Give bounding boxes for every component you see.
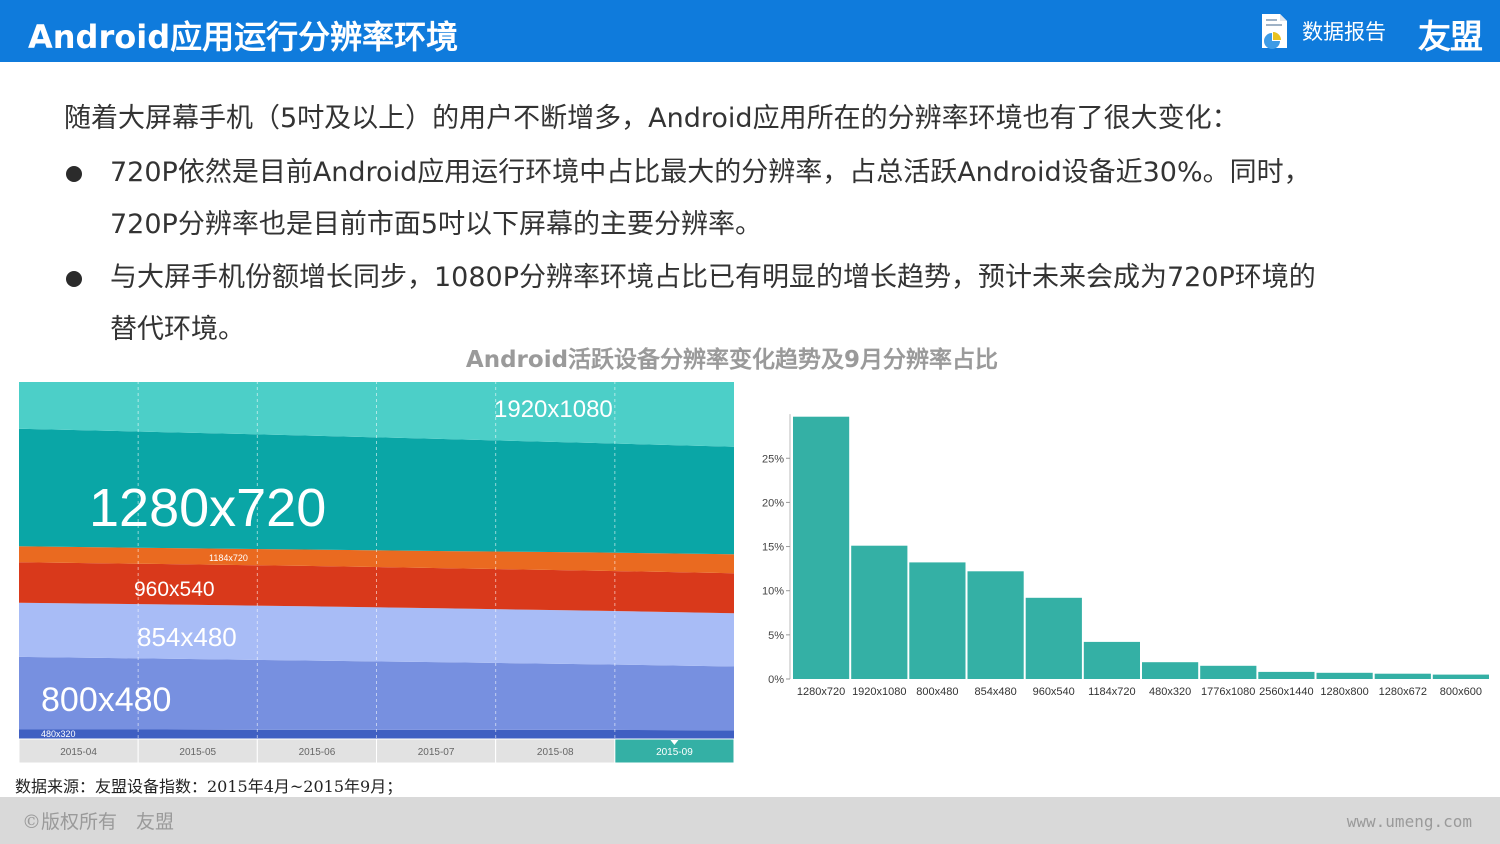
area-series-1184x720: [19, 546, 734, 574]
bar-1280x800[interactable]: [1316, 672, 1373, 679]
bar-1280x672[interactable]: [1374, 673, 1431, 679]
page-title: Android应用运行分辨率环境: [28, 18, 459, 56]
bar-960x540[interactable]: [1025, 597, 1082, 679]
data-source-note: 数据来源：友盟设备指数：2015年4月~2015年9月；: [15, 777, 403, 796]
area-label-960x540: 960x540: [134, 578, 215, 601]
timeline-tick-label: 2015-08: [537, 747, 574, 758]
bar-854x480[interactable]: [967, 571, 1024, 679]
bar-800x480[interactable]: [909, 562, 966, 679]
bullet-line: 替代环境。: [110, 314, 245, 345]
bullet-dot-icon: [66, 271, 82, 287]
timeline-cell[interactable]: [495, 738, 616, 764]
bar-y-tick-label: 20%: [762, 497, 784, 509]
bar-x-tick-label: 800x600: [1440, 686, 1482, 698]
bar-chart-container: 0% 5% 10% 15% 20% 25% 1280x720 1920x1080 800x480…: [750, 400, 1495, 710]
bar-x-tick-label: 854x480: [974, 686, 1016, 698]
bar-1280x720[interactable]: [793, 416, 850, 679]
area-label-854x480: 854x480: [137, 622, 237, 652]
bar-x-tick-label: 800x480: [916, 686, 958, 698]
bar-x-tick-label: 1280x720: [797, 686, 845, 698]
area-series-480x320: [19, 729, 734, 739]
bar-x-tick-label: 960x540: [1033, 686, 1075, 698]
bar-2560x1440[interactable]: [1258, 671, 1315, 679]
bar-1776x1080[interactable]: [1200, 665, 1257, 679]
timeline-marker-icon: [670, 740, 679, 745]
bar-x-tick-label: 480x320: [1149, 686, 1191, 698]
bar-y-tick-label: 0%: [768, 674, 784, 686]
area-label-1920x1080: 1920x1080: [494, 396, 613, 423]
bar-1920x1080[interactable]: [851, 545, 908, 679]
resolution-trend-area-chart: 480x320 800x480 854x480 960x540 1184x720 1280…: [18, 381, 735, 764]
bar-y-tick-label: 5%: [768, 630, 784, 642]
timeline-cell[interactable]: [18, 738, 139, 764]
bar-y-tick-label: 10%: [762, 586, 784, 598]
bullet-line: 720P依然是目前Android应用运行环境中占比最大的分辨率，占总活跃Andr…: [110, 157, 1311, 188]
bar-480x320[interactable]: [1142, 662, 1199, 679]
september-resolution-bar-chart: 0% 5% 10% 15% 20% 25% 1280x720 1920x1080 800x480…: [762, 414, 1489, 698]
bar-x-tick-label: 1280x800: [1320, 686, 1368, 698]
bar-y-tick-label: 15%: [762, 542, 784, 554]
bar-x-tick-label: 1184x720: [1088, 686, 1136, 698]
area-chart-container: 480x320 800x480 854x480 960x540 1184x720 1280…: [18, 381, 735, 764]
timeline-tick-label: 2015-04: [60, 747, 97, 758]
header-bar: Android应用运行分辨率环境 数据报告 友盟: [0, 0, 1500, 62]
data-report-badge: 数据报告: [1260, 12, 1386, 50]
area-label-1280x720: 1280x720: [89, 478, 326, 538]
bullet-line: 720P分辨率也是目前市面5吋以下屏幕的主要分辨率。: [110, 209, 762, 240]
timeline-tick-label: 2015-09: [656, 747, 693, 758]
bar-800x600[interactable]: [1432, 674, 1489, 679]
area-label-800x480: 800x480: [41, 681, 171, 719]
chart-title: Android活跃设备分辨率变化趋势及9月分辨率占比: [465, 347, 999, 373]
bar-x-tick-label: 1280x672: [1379, 686, 1427, 698]
area-label-480x320: 480x320: [41, 729, 76, 739]
bar-x-tick-label: 2560x1440: [1259, 686, 1313, 698]
timeline-cell[interactable]: [256, 738, 377, 764]
bar-x-tick-label: 1920x1080: [852, 686, 906, 698]
bar-1184x720[interactable]: [1083, 641, 1140, 679]
intro-text: 随着大屏幕手机（5吋及以上）的用户不断增多，Android应用所在的分辨率环境也…: [64, 103, 1239, 134]
timeline-cell[interactable]: [137, 738, 258, 764]
area-label-1184x720: 1184x720: [209, 553, 248, 563]
umeng-logo: 友盟: [1418, 17, 1483, 56]
bar-y-tick-label: 25%: [762, 453, 784, 465]
copyright-text: ©版权所有 友盟: [22, 811, 175, 833]
bar-x-tick-label: 1776x1080: [1201, 686, 1255, 698]
timeline-tick-label: 2015-05: [179, 747, 216, 758]
bullet-line: 与大屏手机份额增长同步，1080P分辨率环境占比已有明显的增长趋势，预计未来会成…: [110, 262, 1316, 293]
timeline-tick-label: 2015-07: [418, 747, 455, 758]
timeline-tick-label: 2015-06: [299, 747, 336, 758]
footer-bar: ©版权所有 友盟 www.umeng.com: [0, 797, 1500, 844]
data-report-label: 数据报告: [1302, 20, 1386, 44]
website-link[interactable]: www.umeng.com: [1346, 812, 1472, 831]
document-chart-icon: [1262, 14, 1287, 49]
bullet-dot-icon: [66, 166, 82, 182]
